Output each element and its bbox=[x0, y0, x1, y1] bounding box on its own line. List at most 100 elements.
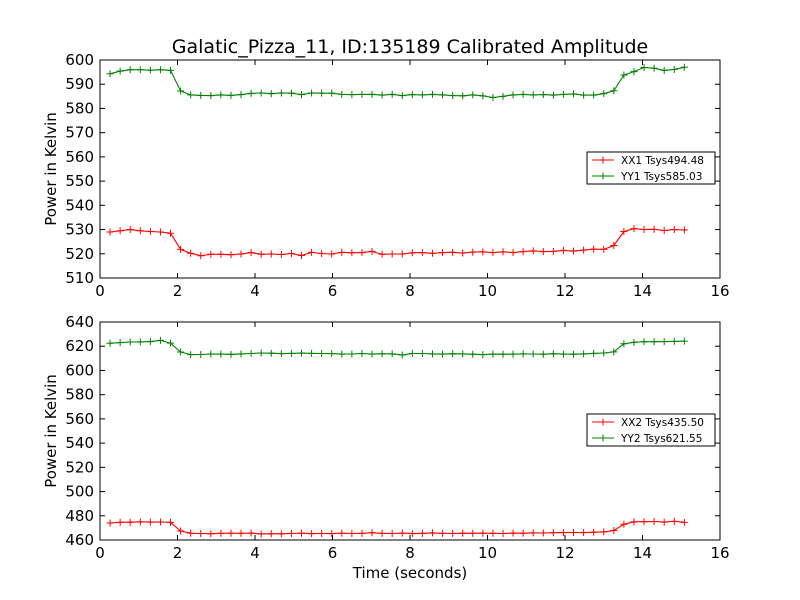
data-point bbox=[146, 227, 154, 235]
data-point bbox=[338, 529, 346, 537]
x-tick-label: 12 bbox=[555, 544, 574, 562]
legend-marker bbox=[599, 172, 607, 180]
data-point bbox=[308, 89, 316, 97]
data-point bbox=[116, 518, 124, 526]
series-line-yy1 bbox=[109, 66, 685, 99]
legend-marker bbox=[599, 418, 607, 426]
data-point bbox=[660, 338, 668, 346]
data-point bbox=[348, 249, 356, 257]
data-point bbox=[499, 350, 507, 358]
data-point bbox=[680, 518, 688, 526]
data-point bbox=[670, 226, 678, 234]
data-point bbox=[378, 91, 386, 99]
y-tick-label: 520 bbox=[65, 458, 94, 476]
data-point bbox=[408, 249, 416, 257]
data-point bbox=[287, 250, 295, 258]
legend-box bbox=[586, 151, 716, 185]
data-point bbox=[368, 247, 376, 255]
data-point bbox=[428, 350, 436, 358]
plot-frame bbox=[99, 321, 721, 541]
data-point bbox=[298, 349, 305, 357]
data-point bbox=[559, 350, 567, 358]
data-point bbox=[499, 92, 507, 100]
y-tick-label: 520 bbox=[65, 245, 94, 263]
data-point bbox=[439, 529, 447, 537]
data-point bbox=[358, 349, 366, 357]
data-point bbox=[580, 91, 588, 99]
data-point bbox=[680, 337, 688, 345]
data-point bbox=[428, 529, 436, 537]
data-point bbox=[549, 350, 557, 358]
data-point bbox=[247, 349, 255, 357]
data-point bbox=[257, 89, 265, 97]
data-point bbox=[318, 250, 326, 258]
data-point bbox=[318, 349, 326, 357]
data-point bbox=[146, 518, 154, 526]
y-axis-label: Power in Kelvin bbox=[42, 374, 60, 488]
data-point bbox=[559, 246, 567, 254]
data-point bbox=[398, 92, 406, 100]
chart-title: Galatic_Pizza_11, ID:135189 Calibrated A… bbox=[172, 36, 648, 58]
y-tick-label: 510 bbox=[65, 269, 94, 287]
data-point bbox=[590, 245, 598, 253]
data-point bbox=[630, 225, 638, 233]
data-point bbox=[167, 339, 175, 347]
data-point bbox=[197, 91, 205, 99]
data-point bbox=[519, 529, 527, 537]
series-line-xx2 bbox=[110, 520, 685, 535]
x-tick-label: 14 bbox=[633, 544, 652, 562]
data-point bbox=[298, 91, 305, 99]
data-point bbox=[267, 530, 275, 538]
data-point bbox=[408, 530, 416, 538]
data-point bbox=[308, 248, 316, 256]
data-point bbox=[207, 250, 215, 258]
data-point bbox=[418, 91, 426, 99]
data-point bbox=[408, 349, 416, 357]
legend-box bbox=[586, 413, 716, 447]
data-point bbox=[459, 249, 467, 257]
data-point bbox=[418, 529, 426, 537]
data-point bbox=[167, 66, 175, 74]
data-point bbox=[378, 250, 386, 258]
data-point bbox=[640, 518, 648, 526]
data-point bbox=[428, 249, 436, 257]
data-point bbox=[156, 336, 164, 344]
x-tick-label: 2 bbox=[173, 544, 183, 562]
data-point bbox=[469, 529, 477, 537]
legend-label: YY2 Tsys621.55 bbox=[620, 433, 702, 445]
data-point bbox=[217, 91, 225, 99]
y-tick-label: 530 bbox=[65, 221, 94, 239]
y-tick-label: 620 bbox=[65, 337, 94, 355]
data-point bbox=[600, 90, 608, 98]
data-point bbox=[237, 529, 245, 537]
y-tick-label: 600 bbox=[65, 51, 94, 69]
data-point bbox=[640, 338, 648, 346]
data-point bbox=[177, 527, 185, 535]
x-tick-label: 0 bbox=[95, 544, 105, 562]
x-tick-label: 4 bbox=[250, 282, 260, 300]
y-tick-label: 500 bbox=[65, 483, 94, 501]
data-point bbox=[267, 349, 275, 357]
data-point bbox=[620, 340, 628, 348]
data-point bbox=[187, 529, 195, 537]
data-point bbox=[136, 227, 144, 235]
data-point bbox=[590, 528, 598, 536]
data-point bbox=[519, 90, 527, 98]
data-point bbox=[257, 250, 265, 258]
data-point bbox=[570, 350, 578, 358]
data-point bbox=[358, 529, 366, 537]
data-point bbox=[640, 64, 648, 72]
data-point bbox=[167, 518, 175, 526]
data-point bbox=[227, 91, 235, 99]
data-point bbox=[620, 227, 628, 235]
top-panel: 0 2 4 6 8 10 12 14 16 510 520 530 540 550 560 570 580 590… bbox=[42, 51, 730, 300]
data-point bbox=[600, 349, 608, 357]
data-point bbox=[479, 248, 487, 256]
data-point bbox=[489, 350, 497, 358]
series-line-yy2 bbox=[110, 339, 685, 356]
data-point bbox=[428, 90, 436, 98]
data-point bbox=[257, 530, 265, 538]
data-point bbox=[479, 92, 487, 100]
